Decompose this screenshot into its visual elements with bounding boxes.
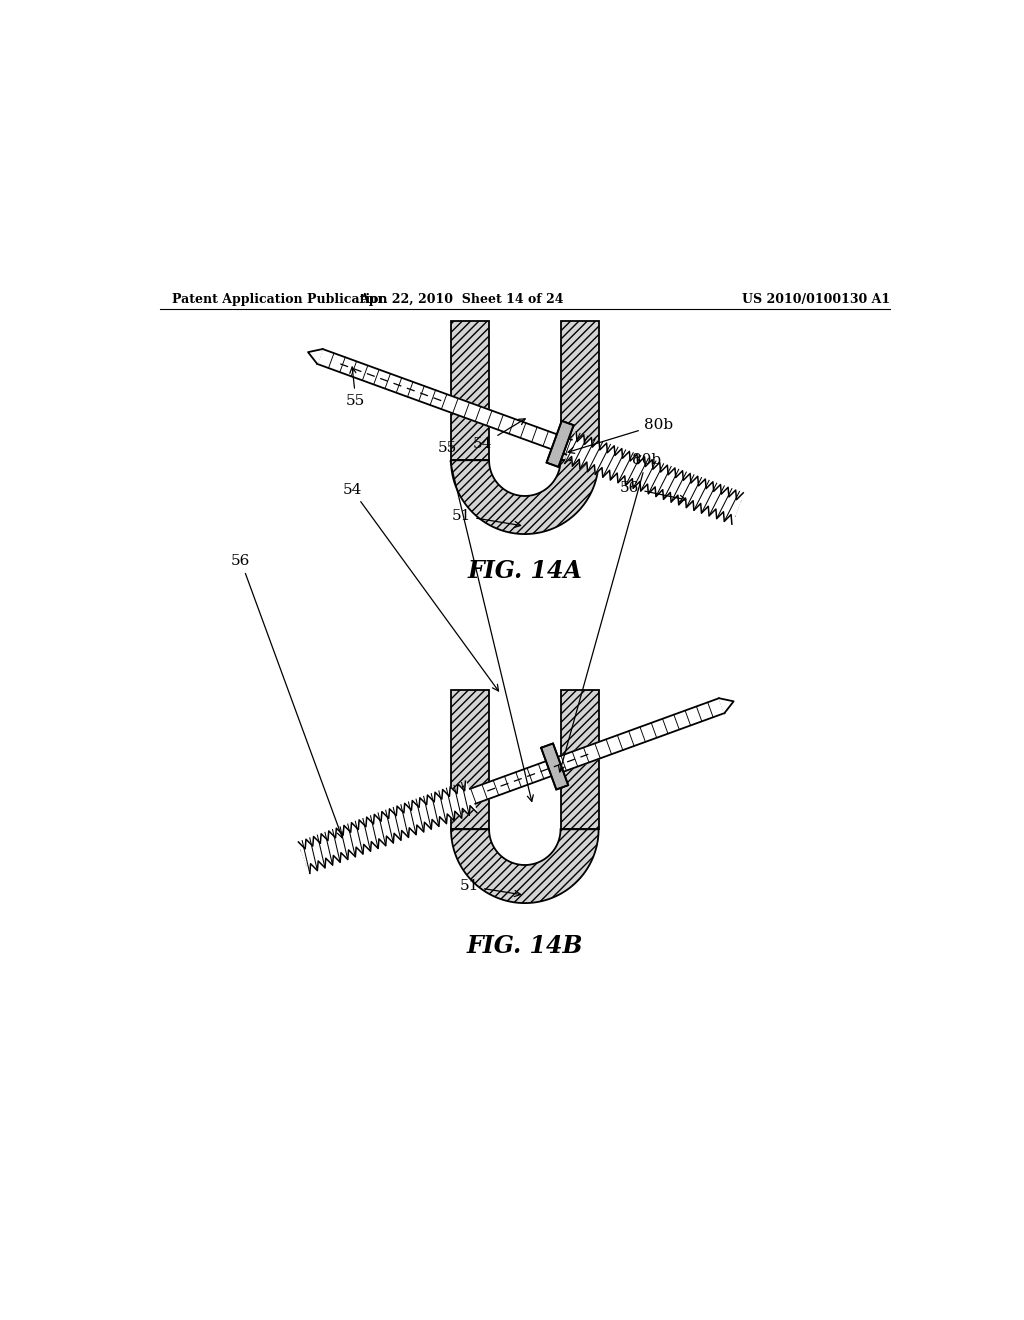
Polygon shape (451, 461, 599, 535)
Polygon shape (719, 698, 733, 713)
Polygon shape (308, 348, 323, 364)
Polygon shape (547, 421, 573, 467)
Text: Patent Application Publication: Patent Application Publication (172, 293, 387, 306)
Polygon shape (317, 348, 740, 516)
Text: 51: 51 (460, 879, 520, 896)
Bar (560, 321, 599, 461)
Bar (451, 690, 489, 829)
Text: 54: 54 (342, 483, 499, 690)
Text: 80b: 80b (568, 417, 673, 453)
Text: US 2010/0100130 A1: US 2010/0100130 A1 (741, 293, 890, 306)
Text: FIG. 14B: FIG. 14B (467, 935, 583, 958)
Polygon shape (298, 781, 477, 874)
Text: FIG. 14A: FIG. 14A (467, 560, 583, 583)
Text: 54: 54 (473, 418, 525, 451)
Text: Apr. 22, 2010  Sheet 14 of 24: Apr. 22, 2010 Sheet 14 of 24 (359, 293, 563, 306)
Text: 80b: 80b (558, 453, 662, 772)
Text: 51: 51 (452, 508, 520, 528)
Text: 56: 56 (231, 554, 343, 838)
Polygon shape (565, 432, 743, 524)
Text: 56: 56 (620, 480, 686, 502)
Polygon shape (541, 743, 568, 789)
Text: 55: 55 (437, 441, 534, 801)
Polygon shape (451, 829, 599, 903)
Polygon shape (301, 698, 724, 865)
Text: 55: 55 (346, 367, 366, 408)
Bar (451, 321, 489, 461)
Bar (560, 690, 599, 829)
